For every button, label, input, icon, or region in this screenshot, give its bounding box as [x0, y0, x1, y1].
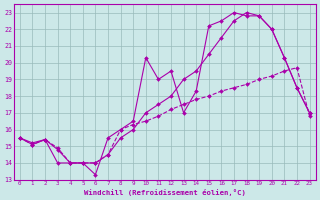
- X-axis label: Windchill (Refroidissement éolien,°C): Windchill (Refroidissement éolien,°C): [84, 189, 246, 196]
